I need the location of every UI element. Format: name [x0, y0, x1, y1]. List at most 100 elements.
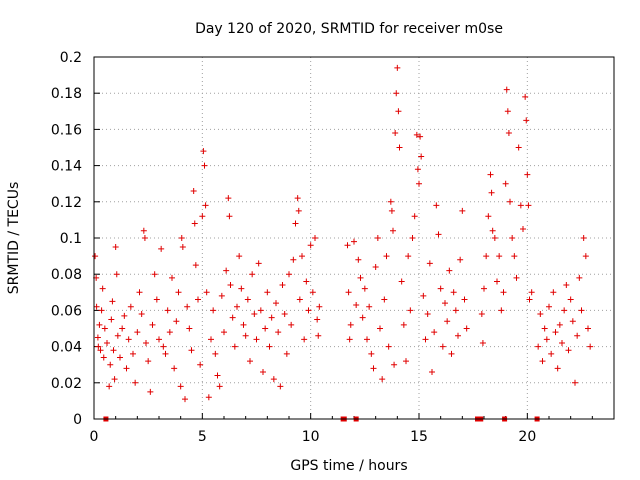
data-point	[160, 343, 167, 350]
x-tick-label: 10	[302, 429, 320, 445]
data-point	[567, 296, 574, 303]
data-point	[178, 235, 185, 241]
data-point	[221, 329, 227, 336]
data-point	[561, 307, 568, 314]
plot-frame	[93, 56, 615, 420]
data-point	[517, 202, 524, 209]
data-point	[270, 376, 277, 383]
data-point	[147, 388, 154, 395]
data-point	[414, 166, 421, 173]
data-point	[113, 271, 120, 278]
data-point	[156, 336, 162, 343]
data-point	[498, 307, 505, 314]
data-point	[520, 225, 526, 232]
data-point	[537, 311, 544, 318]
data-point	[301, 336, 308, 343]
data-point	[169, 274, 175, 281]
data-point	[266, 343, 273, 350]
data-point	[580, 235, 587, 241]
data-point	[188, 347, 195, 354]
data-point	[244, 296, 251, 303]
data-point	[383, 253, 390, 260]
data-point	[100, 354, 107, 361]
data-point	[398, 278, 405, 285]
data-point	[184, 303, 191, 310]
data-point	[437, 285, 444, 292]
y-tick-label: 0.16	[51, 122, 82, 138]
data-point	[96, 321, 103, 328]
data-point	[166, 329, 173, 336]
data-point	[351, 238, 357, 245]
data-point	[565, 347, 572, 354]
data-point	[552, 329, 559, 336]
data-point	[424, 311, 431, 318]
data-point	[535, 343, 542, 350]
data-point	[231, 343, 238, 350]
data-point	[111, 376, 118, 383]
data-point	[487, 171, 494, 178]
y-tick-label: 0	[73, 412, 82, 428]
data-point	[448, 350, 455, 357]
data-point	[554, 365, 561, 372]
data-point	[559, 339, 565, 346]
data-point	[377, 325, 383, 332]
data-point	[190, 187, 197, 194]
data-point	[587, 343, 594, 350]
data-point	[136, 289, 143, 296]
chart-title: Day 120 of 2020, SRMTID for receiver m0s…	[195, 21, 503, 37]
data-point	[489, 227, 496, 234]
data-point	[496, 253, 503, 260]
data-point	[409, 235, 416, 241]
data-point	[457, 256, 464, 263]
data-point	[446, 267, 453, 274]
data-point	[515, 144, 522, 151]
data-point	[208, 336, 214, 343]
data-point	[494, 278, 500, 285]
y-tick-label: 0.18	[51, 86, 82, 102]
data-point	[563, 282, 570, 289]
data-point	[251, 311, 258, 318]
data-point	[109, 298, 116, 305]
data-point	[138, 311, 145, 318]
data-point	[125, 336, 132, 343]
data-point	[216, 383, 223, 390]
data-point	[119, 325, 126, 332]
data-point	[218, 292, 225, 299]
data-point	[303, 278, 310, 285]
x-tick-label: 0	[90, 429, 99, 445]
data-point	[372, 263, 379, 270]
data-point	[439, 343, 446, 350]
data-point	[242, 332, 249, 339]
data-point	[316, 303, 323, 310]
data-point	[173, 318, 180, 325]
data-point	[353, 301, 360, 308]
data-point	[355, 256, 362, 263]
data-point	[186, 325, 193, 332]
data-point	[158, 245, 165, 252]
data-point	[164, 307, 171, 314]
data-point	[201, 162, 208, 169]
data-point	[418, 153, 425, 160]
data-point	[442, 300, 448, 307]
data-point	[388, 207, 395, 214]
data-point	[257, 307, 264, 314]
data-point	[314, 316, 321, 323]
data-point	[315, 332, 322, 339]
data-point	[92, 253, 99, 260]
data-point	[405, 253, 412, 260]
data-point	[226, 213, 233, 220]
data-point	[513, 274, 520, 281]
data-point	[426, 260, 433, 267]
data-point	[374, 235, 381, 241]
x-tick-labels: 0 5 10 15 20	[90, 429, 537, 445]
data-point	[390, 227, 396, 234]
y-tick-label: 0.02	[51, 376, 82, 392]
data-point	[234, 303, 240, 310]
data-point	[177, 383, 184, 390]
data-point	[275, 329, 282, 336]
data-point	[191, 220, 198, 227]
y-tick-label: 0.06	[51, 303, 82, 319]
data-point	[134, 329, 141, 336]
data-point	[192, 262, 199, 269]
data-point	[370, 365, 377, 372]
